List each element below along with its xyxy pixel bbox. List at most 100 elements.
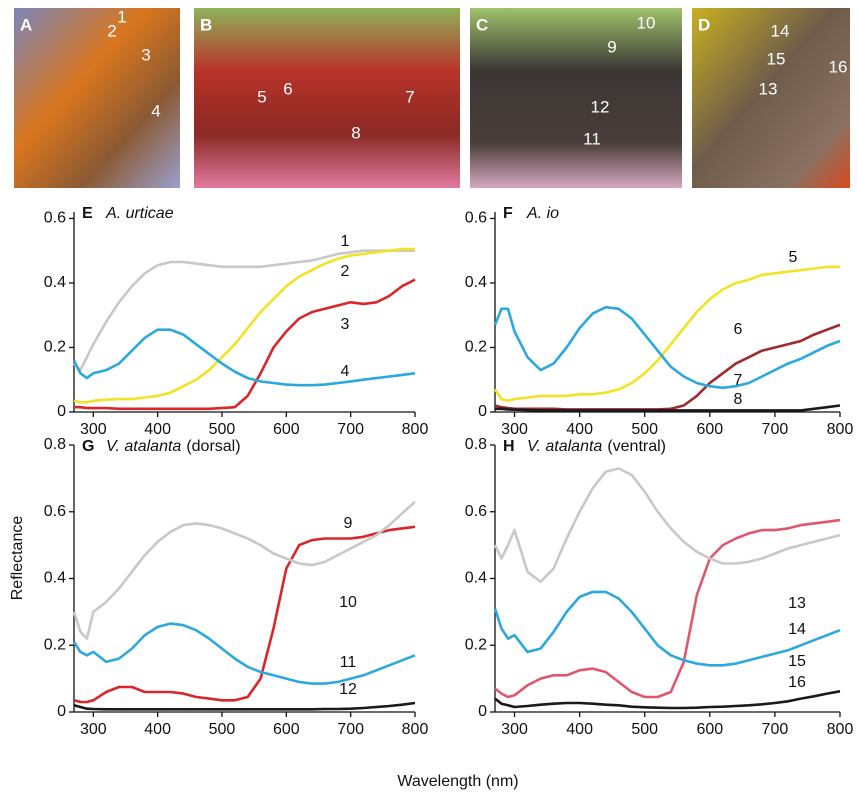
photo-marker-label: 11 — [583, 129, 601, 148]
series-label: 8 — [734, 391, 743, 408]
y-tick-label: 0.4 — [465, 274, 487, 291]
y-tick-label: 0 — [57, 703, 66, 720]
y-tick-label: 0.4 — [44, 274, 66, 291]
x-tick-label: 300 — [80, 421, 107, 438]
series-label: 7 — [734, 372, 743, 389]
panel-letter: G — [82, 438, 94, 455]
x-tick-label: 700 — [762, 421, 789, 438]
x-tick-label: 400 — [566, 421, 593, 438]
x-tick-label: 300 — [80, 721, 107, 738]
series-label: 1 — [341, 233, 350, 250]
photo-marker-label: 16 — [829, 57, 848, 76]
x-tick-label: 600 — [273, 421, 300, 438]
y-tick-label: 0.8 — [465, 436, 487, 453]
chart-title-qualifier: (ventral) — [607, 438, 666, 455]
x-tick-label: 500 — [209, 721, 236, 738]
series-line — [74, 624, 415, 684]
series-label: 16 — [788, 674, 806, 691]
panel-letter: H — [503, 438, 515, 455]
x-tick-label: 600 — [696, 721, 723, 738]
chart-title-qualifier: (dorsal) — [186, 438, 240, 455]
series-label: 15 — [788, 653, 806, 670]
x-tick-label: 700 — [337, 721, 364, 738]
photo-marker-label: 10 — [637, 13, 656, 32]
series-label: 11 — [340, 654, 357, 671]
chart-title: A. io — [526, 205, 559, 222]
photo-marker-label: 15 — [767, 49, 786, 68]
y-tick-label: 0.2 — [44, 339, 66, 356]
series-line — [74, 280, 415, 409]
y-tick-label: 0 — [478, 703, 487, 720]
x-tick-label: 300 — [501, 421, 528, 438]
photo-panel-letter: A — [20, 15, 32, 34]
y-tick-label: 0.6 — [465, 210, 487, 227]
series-line — [74, 502, 415, 639]
photo — [14, 8, 180, 188]
panel-letter: F — [503, 205, 513, 222]
x-tick-label: 600 — [696, 421, 723, 438]
x-tick-label: 400 — [144, 721, 171, 738]
x-tick-label: 400 — [144, 421, 171, 438]
series-label: 12 — [339, 681, 357, 698]
x-tick-label: 500 — [631, 421, 658, 438]
photo-panel-letter: D — [698, 15, 710, 34]
x-tick-label: 800 — [402, 421, 429, 438]
series-label: 14 — [788, 621, 806, 638]
photo-marker-label: 6 — [283, 79, 292, 98]
chart-title: V. atalanta — [106, 438, 181, 455]
x-tick-label: 500 — [209, 421, 236, 438]
series-label: 9 — [344, 515, 353, 532]
photo-marker-label: 3 — [141, 45, 150, 64]
x-tick-label: 400 — [566, 721, 593, 738]
photo-marker-label: 1 — [117, 7, 126, 26]
photo-panel-letter: B — [200, 15, 212, 34]
photo-panel-letter: C — [476, 15, 488, 34]
panel-letter: E — [82, 205, 93, 222]
x-axis-label: Wavelength (nm) — [397, 773, 518, 790]
y-tick-label: 0.8 — [44, 436, 66, 453]
x-tick-label: 700 — [762, 721, 789, 738]
series-line — [495, 267, 840, 401]
x-tick-label: 800 — [827, 421, 854, 438]
photo-marker-label: 5 — [257, 87, 266, 106]
series-line — [74, 251, 415, 370]
y-tick-label: 0.6 — [465, 503, 487, 520]
series-label: 4 — [341, 363, 350, 380]
series-label: 6 — [734, 321, 743, 338]
y-tick-label: 0.2 — [465, 636, 487, 653]
x-tick-label: 800 — [827, 721, 854, 738]
y-tick-label: 0.6 — [44, 503, 66, 520]
photo-marker-label: 9 — [607, 37, 616, 56]
photo-marker-label: 7 — [405, 87, 414, 106]
series-label: 3 — [341, 316, 350, 333]
y-tick-label: 0.6 — [44, 210, 66, 227]
y-tick-label: 0.2 — [465, 339, 487, 356]
photo-marker-label: 13 — [759, 79, 778, 98]
series-label: 13 — [788, 595, 806, 612]
y-axis-label: Reflectance — [9, 516, 26, 601]
photo-marker-label: 8 — [351, 123, 360, 142]
series-label: 10 — [339, 594, 357, 611]
photo-marker-label: 14 — [771, 21, 790, 40]
series-label: 2 — [341, 263, 350, 280]
photo — [194, 8, 460, 188]
y-tick-label: 0.4 — [465, 570, 487, 587]
series-line — [74, 703, 415, 709]
x-tick-label: 700 — [337, 421, 364, 438]
chart-title: A. urticae — [105, 205, 174, 222]
y-tick-label: 0.2 — [44, 636, 66, 653]
photo-marker-label: 2 — [107, 21, 116, 40]
x-tick-label: 500 — [631, 721, 658, 738]
photo-marker-label: 12 — [591, 97, 610, 116]
photo — [470, 8, 682, 188]
chart-title: V. atalanta — [527, 438, 602, 455]
figure: Reflectance Wavelength (nm) A1234B5678C9… — [0, 0, 858, 800]
x-tick-label: 300 — [501, 721, 528, 738]
x-tick-label: 600 — [273, 721, 300, 738]
y-tick-label: 0.4 — [44, 570, 66, 587]
series-label: 5 — [789, 249, 798, 266]
series-line — [74, 330, 415, 386]
series-line — [495, 468, 840, 581]
y-tick-label: 0 — [478, 403, 487, 420]
y-tick-label: 0 — [57, 403, 66, 420]
